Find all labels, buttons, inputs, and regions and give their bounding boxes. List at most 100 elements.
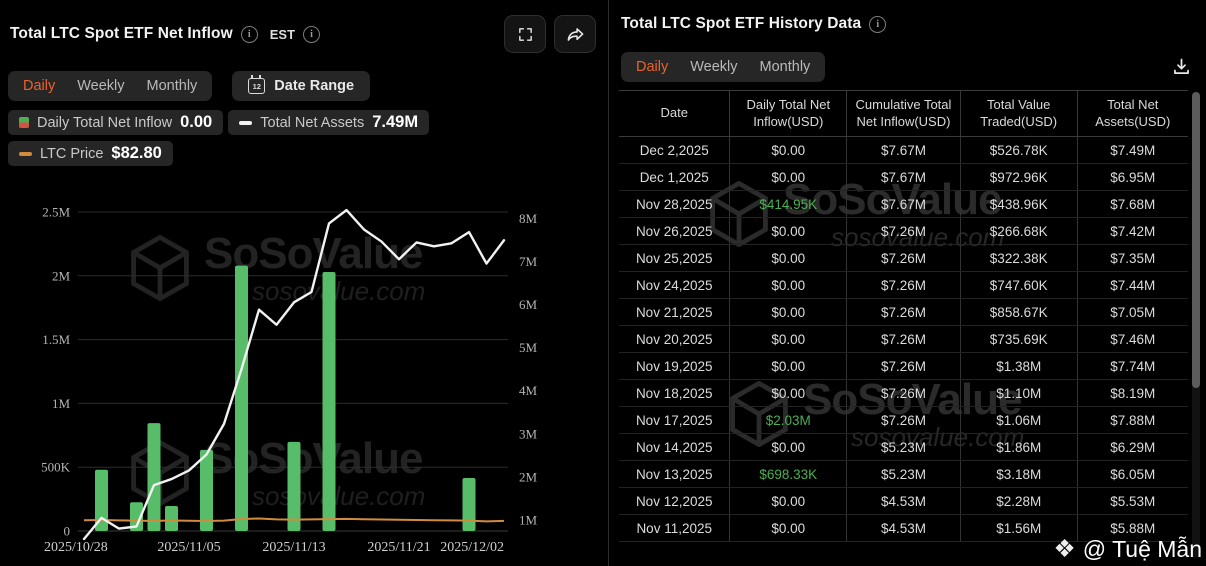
net-inflow-chart-panel: Total LTC Spot ETF Net Inflow EST Daily … (0, 0, 608, 566)
cell-cumulative-inflow: $7.26M (846, 325, 961, 353)
cell-date: Nov 17,2025 (619, 406, 731, 434)
cell-daily-inflow: $414.95K (729, 190, 848, 218)
table-row[interactable]: Nov 18,2025 $0.00 $7.26M $1.10M $8.19M (619, 379, 1188, 407)
cell-daily-inflow: $0.00 (729, 433, 848, 461)
inflow-bar[interactable] (165, 505, 178, 531)
cell-cumulative-inflow: $4.53M (846, 487, 961, 515)
table-controls: Daily Weekly Monthly (621, 52, 1192, 82)
legend-total-net-assets[interactable]: Total Net Assets 7.49M (228, 110, 430, 135)
cell-value-traded: $1.10M (960, 379, 1078, 407)
x-axis-tick: 2025/11/13 (262, 540, 325, 555)
download-button[interactable] (1171, 52, 1192, 82)
tab-monthly[interactable]: Monthly (146, 78, 198, 94)
table-row[interactable]: Nov 26,2025 $0.00 $7.26M $266.68K $7.42M (619, 217, 1188, 245)
inflow-bar[interactable] (200, 449, 213, 531)
credit-text: @ Tuệ Mẫn (1082, 536, 1202, 562)
inflow-bar[interactable] (147, 423, 161, 531)
table-row[interactable]: Nov 19,2025 $0.00 $7.26M $1.38M $7.74M (619, 352, 1188, 380)
table-row[interactable]: Dec 2,2025 $0.00 $7.67M $526.78K $7.49M (619, 136, 1188, 164)
cell-cumulative-inflow: $7.26M (846, 406, 961, 434)
table-period-tabs: Daily Weekly Monthly (621, 52, 826, 82)
cell-value-traded: $1.06M (960, 406, 1078, 434)
info-icon[interactable] (303, 25, 321, 43)
table-row[interactable]: Nov 17,2025 $2.03M $7.26M $1.06M $7.88M (619, 406, 1188, 434)
table-row[interactable]: Nov 24,2025 $0.00 $7.26M $747.60K $7.44M (619, 271, 1188, 299)
cell-cumulative-inflow: $4.53M (846, 514, 961, 542)
left-axis-tick: 1.5M (42, 332, 70, 347)
tab-daily[interactable]: Daily (23, 78, 56, 94)
orange-dash-swatch-icon (19, 151, 32, 156)
cell-date: Nov 20,2025 (619, 325, 731, 353)
cell-net-assets: $7.46M (1077, 325, 1188, 353)
cell-net-assets: $6.29M (1077, 433, 1188, 461)
date-range-button[interactable]: Date Range (232, 71, 371, 101)
tab-monthly[interactable]: Monthly (759, 59, 811, 75)
fullscreen-button[interactable] (504, 15, 546, 53)
table-scrollbar-track[interactable] (1192, 92, 1200, 558)
legend-ltc-price[interactable]: LTC Price $82.80 (8, 141, 173, 166)
table-scrollbar-thumb[interactable] (1192, 92, 1200, 388)
tab-daily[interactable]: Daily (636, 59, 669, 75)
binance-logo-icon: ❖ (1053, 535, 1076, 563)
table-row[interactable]: Dec 1,2025 $0.00 $7.67M $972.96K $6.95M (619, 163, 1188, 191)
table-header-row: Date Daily Total Net Inflow(USD) Cumulat… (619, 90, 1188, 137)
cell-cumulative-inflow: $5.23M (846, 460, 961, 488)
x-axis-tick: 2025/12/02 (440, 540, 504, 555)
x-axis-tick: 2025/11/21 (367, 540, 430, 555)
tab-weekly[interactable]: Weekly (690, 59, 738, 75)
history-data-panel: Total LTC Spot ETF History Data Daily We… (608, 0, 1206, 566)
ltc-price-line[interactable] (83, 517, 505, 523)
cell-date: Dec 1,2025 (619, 163, 731, 191)
left-axis-tick: 2M (52, 268, 71, 283)
inflow-bar[interactable] (462, 478, 476, 531)
inflow-bar[interactable] (95, 469, 108, 531)
share-icon (567, 27, 583, 41)
cell-value-traded: $438.96K (960, 190, 1078, 218)
download-icon (1174, 58, 1189, 74)
cell-date: Nov 12,2025 (619, 487, 731, 515)
table-row[interactable]: Nov 13,2025 $698.33K $5.23M $3.18M $6.05M (619, 460, 1188, 488)
share-button[interactable] (554, 15, 596, 53)
legend-value: $82.80 (111, 144, 162, 162)
chart-period-tabs: Daily Weekly Monthly (8, 71, 213, 101)
timezone-label: EST (269, 26, 296, 42)
cell-net-assets: $8.19M (1077, 379, 1188, 407)
inflow-bar[interactable] (287, 441, 301, 531)
tab-weekly[interactable]: Weekly (77, 78, 125, 94)
info-icon[interactable] (240, 25, 258, 43)
left-axis-tick: 500K (41, 460, 71, 475)
cell-value-traded: $266.68K (960, 217, 1078, 245)
cell-value-traded: $735.69K (960, 325, 1078, 353)
cell-daily-inflow: $0.00 (729, 163, 848, 191)
inflow-bar[interactable] (322, 271, 336, 531)
cell-daily-inflow: $0.00 (729, 514, 848, 542)
table-row[interactable]: Nov 21,2025 $0.00 $7.26M $858.67K $7.05M (619, 298, 1188, 326)
cell-net-assets: $7.05M (1077, 298, 1188, 326)
cell-cumulative-inflow: $7.26M (846, 379, 961, 407)
net-inflow-chart[interactable]: 0 500K 1M 1.5M 2M 2.5M 1M 2M 3M 4M 5M 6M 7M 8M 2025/10… (0, 195, 608, 566)
cell-daily-inflow: $0.00 (729, 244, 848, 272)
legend-label: Total Net Assets (260, 114, 365, 131)
legend-value: 7.49M (372, 113, 419, 131)
inflow-bar[interactable] (235, 265, 248, 531)
table-panel-title: Total LTC Spot ETF History Data (621, 15, 862, 32)
right-axis-tick: 5M (519, 340, 538, 355)
cell-value-traded: $322.38K (960, 244, 1078, 272)
inflow-bar[interactable] (130, 502, 143, 531)
table-row[interactable]: Nov 14,2025 $0.00 $5.23M $1.86M $6.29M (619, 433, 1188, 461)
right-axis-tick: 3M (519, 426, 538, 441)
cell-date: Nov 24,2025 (619, 271, 731, 299)
calendar-icon (248, 75, 266, 94)
table-row[interactable]: Nov 11,2025 $0.00 $4.53M $1.56M $5.88M (619, 514, 1188, 542)
table-row[interactable]: Nov 25,2025 $0.00 $7.26M $322.38K $7.35M (619, 244, 1188, 272)
table-row[interactable]: Nov 12,2025 $0.00 $4.53M $2.28M $5.53M (619, 487, 1188, 515)
cell-daily-inflow: $0.00 (729, 352, 848, 380)
info-icon[interactable] (869, 15, 887, 33)
cell-daily-inflow: $0.00 (729, 298, 848, 326)
cell-value-traded: $858.67K (960, 298, 1078, 326)
legend-value: 0.00 (180, 113, 213, 131)
legend-daily-net-inflow[interactable]: Daily Total Net Inflow 0.00 (8, 110, 224, 135)
table-row[interactable]: Nov 20,2025 $0.00 $7.26M $735.69K $7.46M (619, 325, 1188, 353)
cell-daily-inflow: $0.00 (729, 217, 848, 245)
table-row[interactable]: Nov 28,2025 $414.95K $7.67M $438.96K $7.68M (619, 190, 1188, 218)
